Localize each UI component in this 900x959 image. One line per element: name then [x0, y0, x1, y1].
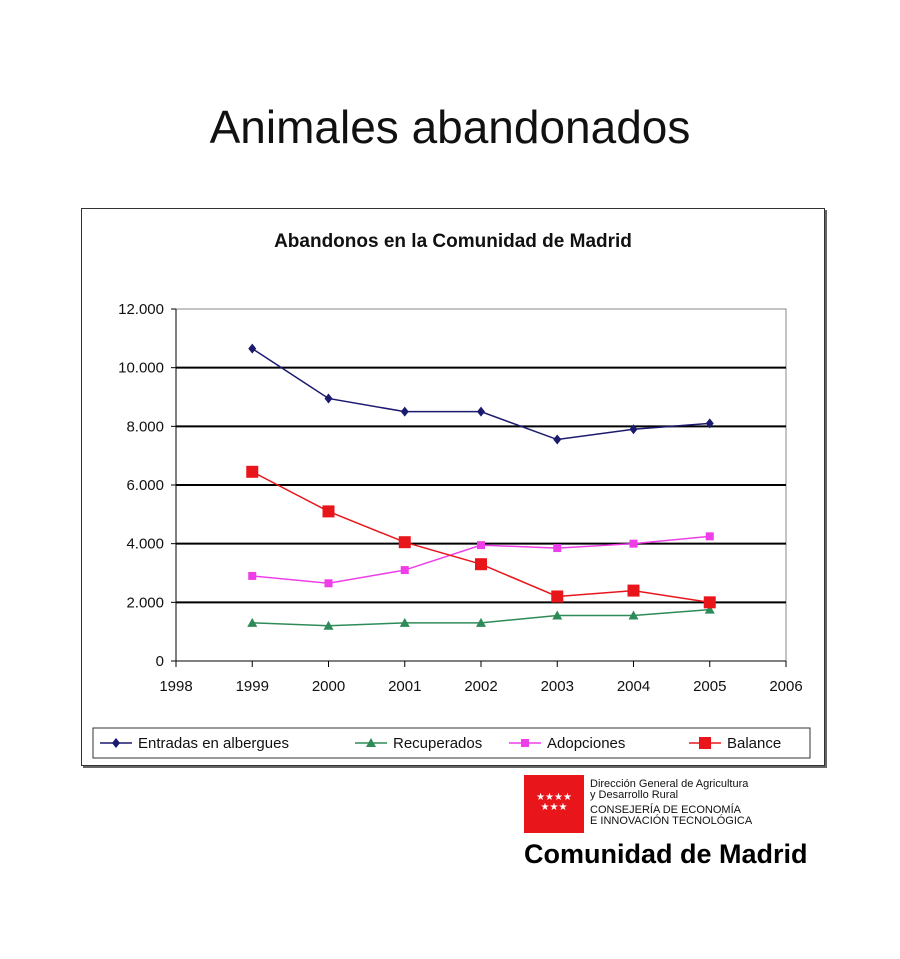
- logo-line: E INNOVACIÓN TECNOLÓGICA: [590, 815, 753, 827]
- data-point: [476, 617, 486, 627]
- data-point: [551, 590, 564, 603]
- logo-line: y Desarrollo Rural: [590, 789, 679, 801]
- data-point: [324, 579, 333, 588]
- data-point: [703, 596, 716, 609]
- y-tick-label: 10.000: [118, 360, 164, 377]
- data-point: [552, 610, 563, 620]
- x-tick-label: 1998: [159, 678, 192, 695]
- y-tick-label: 8.000: [126, 418, 164, 435]
- data-point: [247, 617, 258, 627]
- data-point: [322, 505, 335, 518]
- madrid-flag-icon: ★★★★ ★★★: [524, 775, 584, 833]
- legend-marker: [112, 738, 120, 748]
- data-point: [705, 418, 714, 429]
- data-point: [400, 566, 409, 575]
- data-point: [705, 532, 714, 541]
- logo-line: CONSEJERÍA DE ECONOMÍA: [590, 804, 741, 816]
- x-tick-label: 2001: [388, 678, 421, 695]
- data-point: [477, 541, 485, 550]
- y-tick-label: 4.000: [126, 536, 164, 553]
- data-point: [324, 393, 333, 404]
- y-tick-label: 12.000: [118, 301, 164, 318]
- data-point: [400, 406, 409, 417]
- legend-label: Adopciones: [547, 735, 625, 752]
- data-point: [398, 536, 411, 549]
- legend-label: Balance: [727, 735, 781, 752]
- data-point: [246, 465, 259, 478]
- x-tick-label: 2006: [769, 678, 802, 695]
- data-point: [704, 604, 715, 614]
- x-tick-label: 2004: [617, 678, 650, 695]
- data-point: [475, 558, 487, 571]
- data-point: [628, 610, 639, 620]
- chart-title: Abandonos en la Comunidad de Madrid: [274, 231, 632, 252]
- data-point: [627, 584, 640, 597]
- chart-svg: 0 2.000 4.000 6.000 8.000 10.000 12.000 1998 199…: [92, 301, 811, 759]
- data-point: [629, 539, 638, 548]
- slide-title: Animales abandonados: [209, 101, 691, 153]
- y-tick-label: 2.000: [126, 594, 164, 611]
- legend-marker: [521, 739, 529, 747]
- x-tick-label: 2005: [693, 678, 726, 695]
- data-point: [553, 434, 562, 445]
- legend-label: Recuperados: [393, 735, 482, 752]
- data-point: [248, 343, 257, 354]
- y-tick-label: 0: [156, 653, 164, 670]
- data-point: [399, 617, 410, 627]
- logo-line: Dirección General de Agricultura: [590, 778, 749, 790]
- data-point: [553, 544, 562, 553]
- chart: Abandonos en la Comunidad de Madrid 0 2.0…: [81, 208, 825, 766]
- data-point: [323, 620, 334, 630]
- x-tick-label: 2002: [464, 678, 497, 695]
- y-tick-label: 6.000: [126, 477, 164, 494]
- x-tick-label: 2003: [541, 678, 574, 695]
- legend-label: Entradas en albergues: [138, 735, 289, 752]
- x-tick-label: 2000: [312, 678, 345, 695]
- logo-name: Comunidad de Madrid: [524, 839, 808, 869]
- legend-marker: [699, 737, 711, 749]
- data-point: [629, 424, 638, 435]
- data-point: [477, 406, 485, 417]
- legend-marker: [366, 738, 376, 747]
- data-point: [248, 571, 257, 580]
- x-tick-label: 1999: [236, 678, 269, 695]
